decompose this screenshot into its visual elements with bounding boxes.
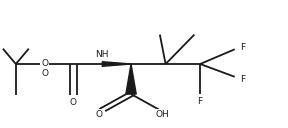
Text: O: O bbox=[96, 110, 103, 119]
Polygon shape bbox=[126, 64, 136, 94]
Text: F: F bbox=[198, 97, 203, 106]
Text: O: O bbox=[70, 98, 77, 107]
Text: NH: NH bbox=[96, 50, 109, 59]
Text: F: F bbox=[240, 44, 246, 52]
Text: OH: OH bbox=[156, 110, 170, 119]
Text: F: F bbox=[240, 76, 246, 84]
Text: O: O bbox=[41, 60, 48, 68]
Text: O: O bbox=[41, 69, 48, 78]
Polygon shape bbox=[102, 62, 131, 66]
